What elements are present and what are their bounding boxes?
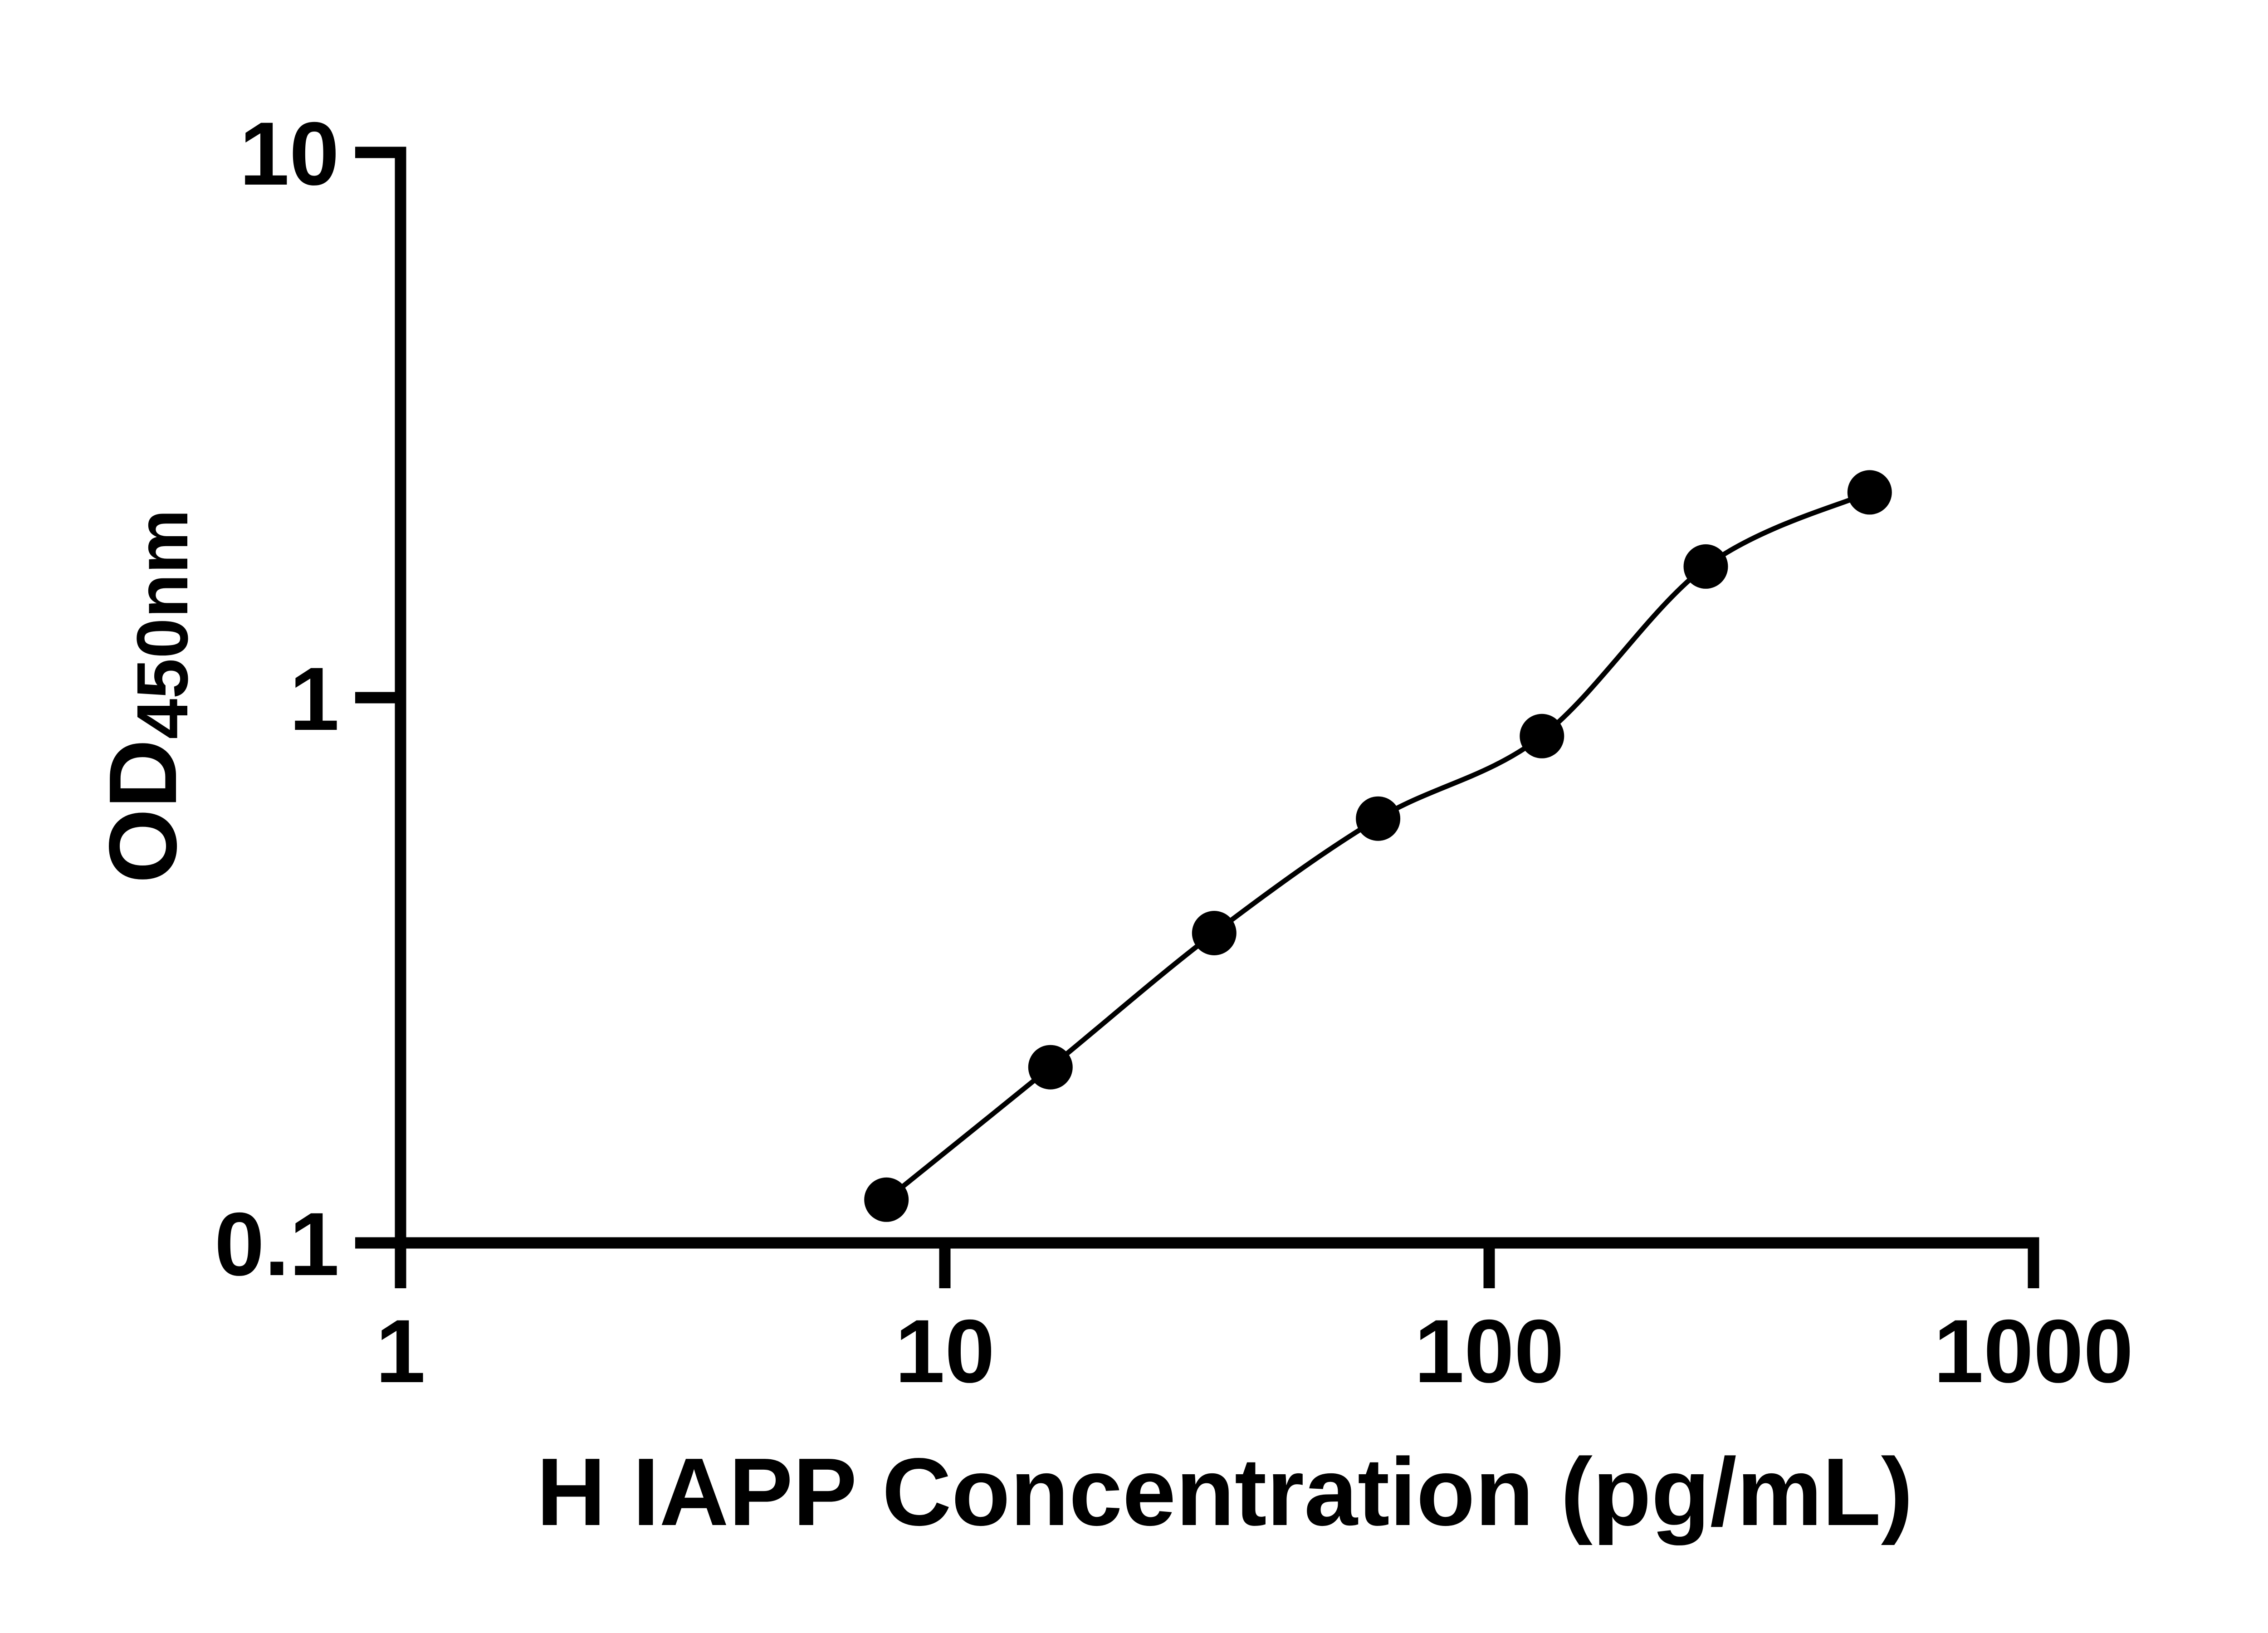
x-axis-title: H IAPP Concentration (pg/mL) <box>537 1438 1913 1545</box>
y-tick-label-10: 10 <box>240 103 339 204</box>
axis-ticks <box>355 147 2039 1288</box>
y-axis-title: OD450nm <box>89 509 203 884</box>
data-point-6 <box>1683 544 1728 589</box>
data-point-4 <box>1356 796 1401 841</box>
y-axis-title-main: OD <box>89 739 196 883</box>
data-point-2 <box>1028 1045 1073 1090</box>
x-tick-label-1000: 1000 <box>1934 1301 2133 1401</box>
x-tick-label-1: 1 <box>376 1301 425 1401</box>
axis-tick-labels: 10 1 0.1 1 10 100 1000 <box>215 103 2133 1401</box>
y-tick-label-1: 1 <box>289 649 339 749</box>
data-points <box>864 470 1892 1222</box>
fit-curve-line <box>884 489 1872 1203</box>
data-point-5 <box>1520 714 1564 758</box>
y-tick-label-0.1: 0.1 <box>215 1194 339 1294</box>
axes <box>395 147 2039 1249</box>
data-point-7 <box>1847 470 1892 515</box>
data-point-1 <box>864 1177 909 1222</box>
x-tick-label-10: 10 <box>895 1301 995 1401</box>
y-axis-title-subscript: 450nm <box>122 509 203 739</box>
x-tick-label-100: 100 <box>1414 1301 1564 1401</box>
data-point-3 <box>1192 911 1237 955</box>
